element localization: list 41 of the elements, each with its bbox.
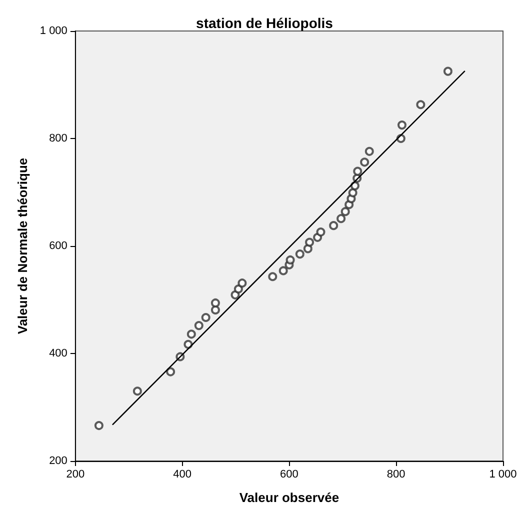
- point: [268, 272, 278, 282]
- y-tick-label: 600: [49, 240, 68, 252]
- point: [186, 330, 196, 339]
- y-tick-label: 400: [49, 348, 68, 360]
- x-tick-label: 400: [173, 468, 192, 480]
- point: [340, 207, 350, 216]
- point: [329, 221, 338, 230]
- point: [210, 298, 220, 308]
- point: [305, 238, 314, 247]
- y-tick-label: 800: [49, 132, 68, 144]
- point: [286, 255, 295, 264]
- point: [443, 66, 452, 76]
- y-tick-label: 200: [49, 455, 68, 467]
- chart-title: station de Héliopolis: [196, 15, 334, 31]
- y-axis-title: Valeur de Normale théorique: [15, 158, 30, 334]
- point: [166, 367, 176, 376]
- point: [353, 166, 362, 176]
- point: [132, 386, 142, 396]
- point: [416, 100, 426, 110]
- point: [295, 250, 304, 259]
- point: [184, 340, 193, 349]
- x-tick-label: 600: [280, 468, 298, 480]
- point: [278, 266, 288, 276]
- point: [364, 146, 374, 156]
- point: [94, 421, 104, 430]
- point: [201, 312, 210, 322]
- point: [316, 228, 326, 237]
- point: [238, 278, 247, 288]
- x-axis-title: Valeur observée: [239, 490, 340, 505]
- x-tick-label: 800: [386, 468, 406, 480]
- point: [348, 188, 358, 198]
- point: [194, 321, 204, 330]
- x-tick-label: 200: [66, 468, 85, 480]
- point: [397, 120, 406, 130]
- x-tick-label: 1 000: [489, 468, 517, 480]
- point: [234, 284, 243, 294]
- point: [336, 214, 346, 224]
- point: [303, 244, 312, 254]
- point: [210, 305, 220, 314]
- point: [360, 158, 370, 167]
- y-tick-label: 1 000: [40, 25, 68, 37]
